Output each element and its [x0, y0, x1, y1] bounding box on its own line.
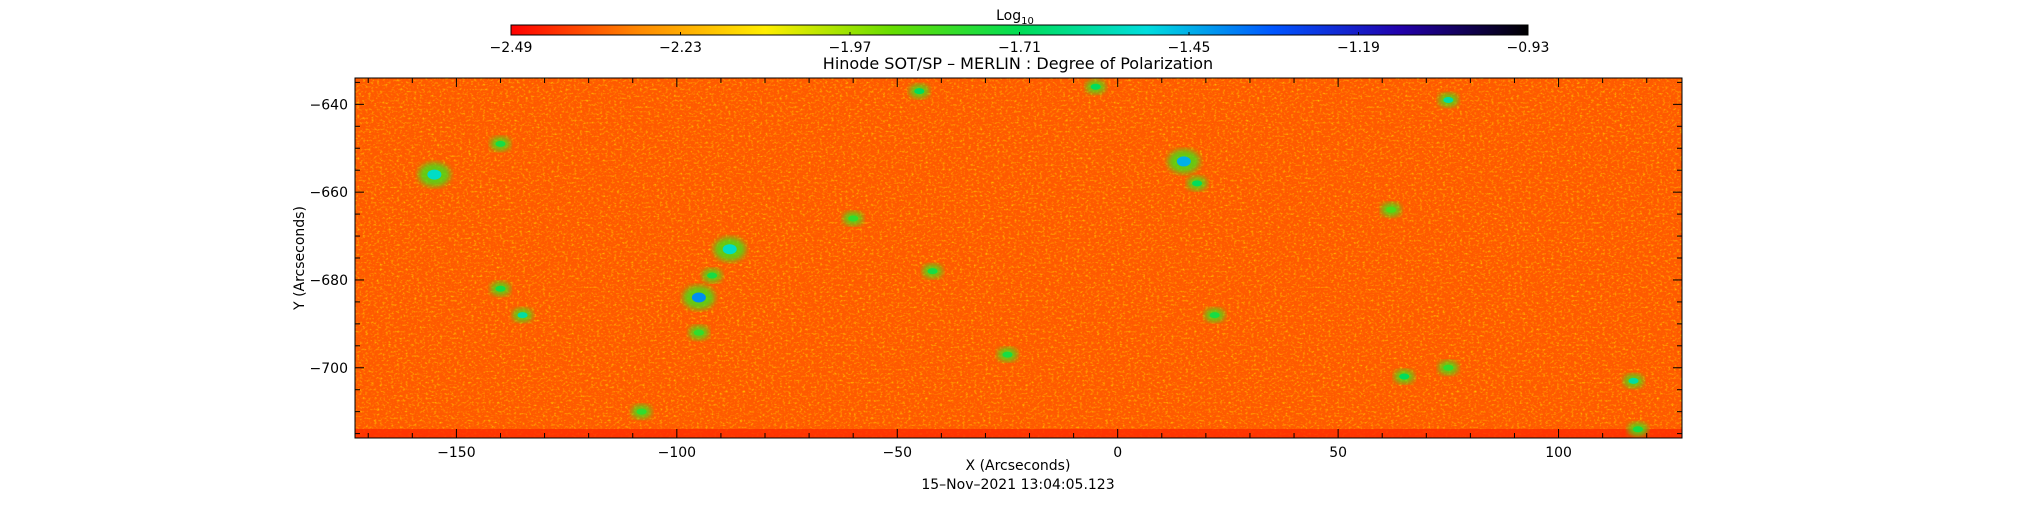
- colorbar-tick-label: −0.93: [1507, 40, 1550, 56]
- feature-core: [1090, 83, 1101, 90]
- feature-core: [848, 215, 859, 222]
- feature-core: [1632, 426, 1643, 433]
- colorbar-tick-label: −1.19: [1337, 40, 1380, 56]
- feature-core: [722, 244, 737, 255]
- heatmap-bottom-band: [355, 429, 1682, 438]
- feature-core: [517, 312, 528, 319]
- feature-core: [707, 272, 718, 279]
- feature-core: [1209, 312, 1220, 319]
- heatmap-speckle: [355, 78, 1682, 438]
- x-tick-label: 50: [1329, 445, 1347, 461]
- feature-core: [636, 408, 647, 415]
- colorbar-tick-label: −1.71: [998, 40, 1041, 56]
- feature-core: [1443, 364, 1454, 371]
- feature-core: [1628, 377, 1639, 384]
- x-tick-label: −150: [437, 445, 475, 461]
- plot-title: Hinode SOT/SP – MERLIN : Degree of Polar…: [823, 54, 1213, 73]
- x-tick-label: 0: [1113, 445, 1122, 461]
- colorbar-label: Log10: [996, 8, 1034, 27]
- feature-core: [1002, 351, 1013, 358]
- feature-core: [1399, 373, 1410, 380]
- colorbar-tick-label: −1.45: [1168, 40, 1211, 56]
- y-tick-label: −680: [310, 273, 348, 289]
- x-tick-label: 100: [1545, 445, 1572, 461]
- colorbar-tick-label: −2.23: [659, 40, 702, 56]
- colorbar-tick-label: −2.49: [490, 40, 533, 56]
- colorbar: Log10 −2.49 −2.23 −1.97 −1.71 −1.45 −1.19 −0.9…: [490, 8, 1550, 56]
- feature-core: [691, 292, 706, 303]
- x-tick-label: −100: [658, 445, 696, 461]
- timestamp: 15–Nov–2021 13:04:05.123: [921, 477, 1114, 493]
- feature-core: [1192, 180, 1203, 187]
- colorbar-label-subscript: 10: [1021, 16, 1034, 27]
- feature-core: [495, 140, 506, 147]
- x-axis-label: X (Arcseconds): [966, 458, 1071, 474]
- feature-core: [495, 285, 506, 292]
- feature-core: [927, 268, 938, 275]
- colorbar-label-base: Log: [996, 8, 1021, 24]
- y-tick-label: −700: [310, 361, 348, 377]
- feature-core: [1386, 206, 1397, 213]
- y-tick-label: −660: [310, 185, 348, 201]
- colorbar-ticks: −2.49 −2.23 −1.97 −1.71 −1.45 −1.19 −0.93: [490, 32, 1550, 56]
- feature-core: [427, 169, 442, 180]
- y-axis-label: Y (Arcseconds): [292, 206, 308, 311]
- y-axis-ticks: −640 −660 −680 −700: [310, 81, 1682, 435]
- feature-core: [1443, 96, 1454, 103]
- feature-core: [1176, 156, 1191, 167]
- x-tick-label: −50: [882, 445, 912, 461]
- heatmap-image: [355, 78, 1682, 438]
- x-axis-ticks: −150 −100 −50 0 50 100: [367, 78, 1648, 461]
- y-tick-label: −640: [310, 97, 348, 113]
- feature-core: [693, 329, 704, 336]
- colorbar-tick-label: −1.97: [829, 40, 872, 56]
- feature-core: [914, 88, 925, 95]
- polarization-features: [418, 79, 1648, 437]
